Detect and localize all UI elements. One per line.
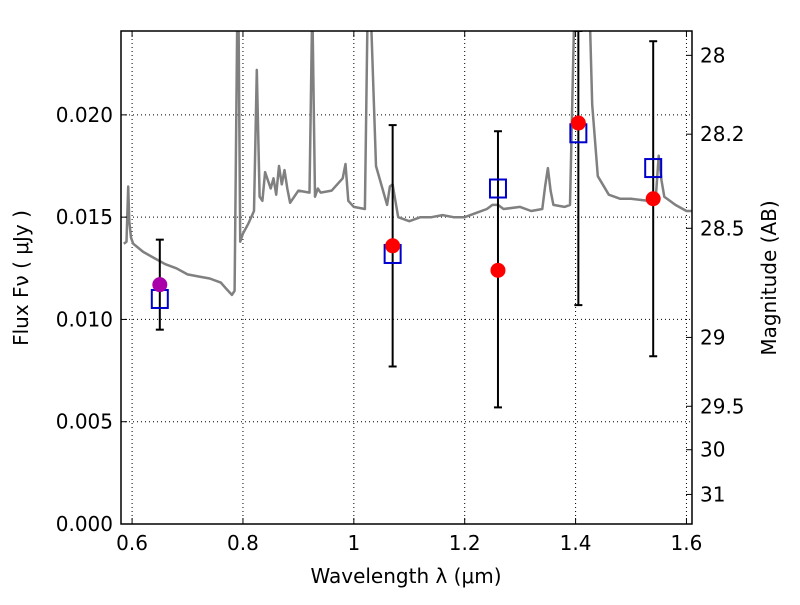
model-points xyxy=(152,115,661,293)
observed-point xyxy=(488,178,507,199)
observed-points xyxy=(150,123,663,309)
model-point xyxy=(490,262,506,278)
x-tick-label: 1.4 xyxy=(560,531,592,555)
plot-frame xyxy=(120,30,693,525)
right-tick-label: 29 xyxy=(700,325,725,349)
right-axis-ticks: 28 28.2 28.5 29 29.5 30 31 xyxy=(686,43,745,506)
x-axis-ticks: 0.6 0.8 1 1.2 1.4 1.6 xyxy=(116,31,702,555)
spectrum-line xyxy=(123,31,692,297)
x-tick-label: 1.6 xyxy=(671,531,703,555)
model-point xyxy=(645,191,661,207)
y-axis-ticks: 0.000 0.005 0.010 0.015 0.020 xyxy=(56,103,127,536)
model-spectrum xyxy=(123,31,692,297)
right-tick-label: 28 xyxy=(700,43,725,67)
x-tick-label: 0.6 xyxy=(116,531,148,555)
y-tick-label: 0.015 xyxy=(56,205,113,229)
right-tick-label: 28.5 xyxy=(700,216,745,240)
right-tick-label: 28.2 xyxy=(700,122,745,146)
x-tick-label: 1.2 xyxy=(449,531,481,555)
y-tick-label: 0.000 xyxy=(56,512,113,536)
model-point xyxy=(385,238,401,254)
y-tick-label: 0.005 xyxy=(56,410,113,434)
x-tick-label: 0.8 xyxy=(227,531,259,555)
x-axis-label: Wavelength λ (μm) xyxy=(310,564,501,588)
y-axis-label: Flux Fν ( μJy ) xyxy=(9,210,33,346)
x-tick-label: 1 xyxy=(347,531,360,555)
right-tick-label: 30 xyxy=(700,438,725,462)
y-tick-label: 0.010 xyxy=(56,307,113,331)
right-tick-label: 31 xyxy=(700,482,725,506)
observed-point xyxy=(644,158,663,179)
right-tick-label: 29.5 xyxy=(700,394,745,418)
model-point xyxy=(152,277,168,293)
y-tick-label: 0.020 xyxy=(56,103,113,127)
right-axis-label: Magnitude (AB) xyxy=(757,200,781,355)
model-point xyxy=(570,115,586,131)
